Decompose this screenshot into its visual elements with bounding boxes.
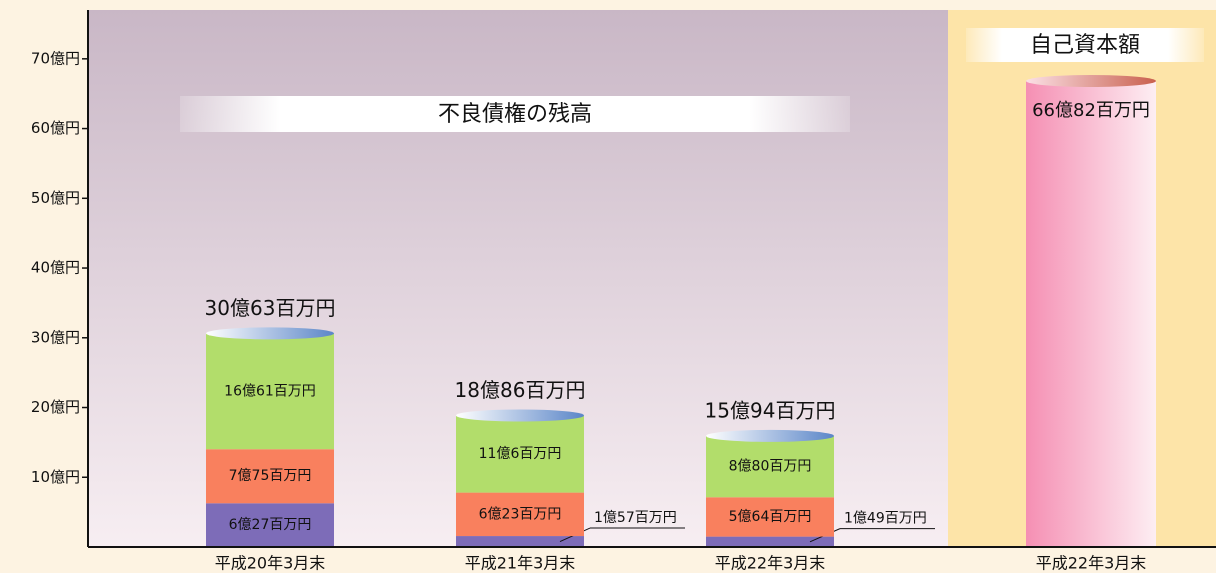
bar-top: [206, 327, 334, 340]
x-tick-label: 平成21年3月末: [465, 554, 576, 573]
bar-segment: [206, 333, 334, 450]
y-tick-label: 40億円: [31, 259, 80, 277]
bar-segment: [456, 536, 584, 547]
bar-top: [1026, 74, 1156, 87]
bar-top: [456, 409, 584, 422]
bar-segment: [456, 492, 584, 537]
bar: [1026, 80, 1156, 548]
y-tick-label: 70億円: [31, 49, 80, 67]
total-label: 30億63百万円: [205, 296, 336, 320]
y-tick-label: 60億円: [31, 119, 80, 137]
title-banner: [180, 96, 850, 132]
y-tick-label: 30億円: [31, 328, 80, 346]
value-label: 6億23百万円: [479, 506, 562, 522]
title-banner: [966, 28, 1204, 62]
y-tick-label: 20億円: [31, 398, 80, 416]
x-tick-label: 平成22年3月末: [1036, 554, 1147, 573]
bar-segment: [206, 449, 334, 504]
x-tick-label: 平成22年3月末: [715, 554, 826, 573]
value-label: 66億82百万円: [1032, 100, 1150, 121]
chart-title: 自己資本額: [1030, 33, 1140, 58]
value-label: 1億57百万円: [594, 510, 677, 526]
bar-segment: [706, 435, 834, 498]
value-label: 8億80百万円: [729, 459, 812, 475]
value-label: 6億27百万円: [229, 517, 312, 533]
value-label: 16億61百万円: [224, 383, 316, 399]
total-label: 15億94百万円: [705, 398, 836, 422]
bar-segment: [706, 536, 834, 547]
value-label: 11億6百万円: [479, 446, 562, 462]
bar-segment: [706, 497, 834, 537]
bar-segment: [206, 503, 334, 547]
chart-title: 不良債権の残高: [438, 102, 592, 127]
value-label: 7億75百万円: [229, 468, 312, 484]
bar-segment: [456, 415, 584, 493]
y-tick-label: 10億円: [31, 468, 80, 486]
y-tick-label: 50億円: [31, 189, 80, 207]
value-label: 5億64百万円: [729, 509, 812, 525]
total-label: 18億86百万円: [455, 378, 586, 402]
value-label: 1億49百万円: [844, 511, 927, 527]
bar-top: [706, 429, 834, 442]
x-tick-label: 平成20年3月末: [215, 554, 326, 573]
